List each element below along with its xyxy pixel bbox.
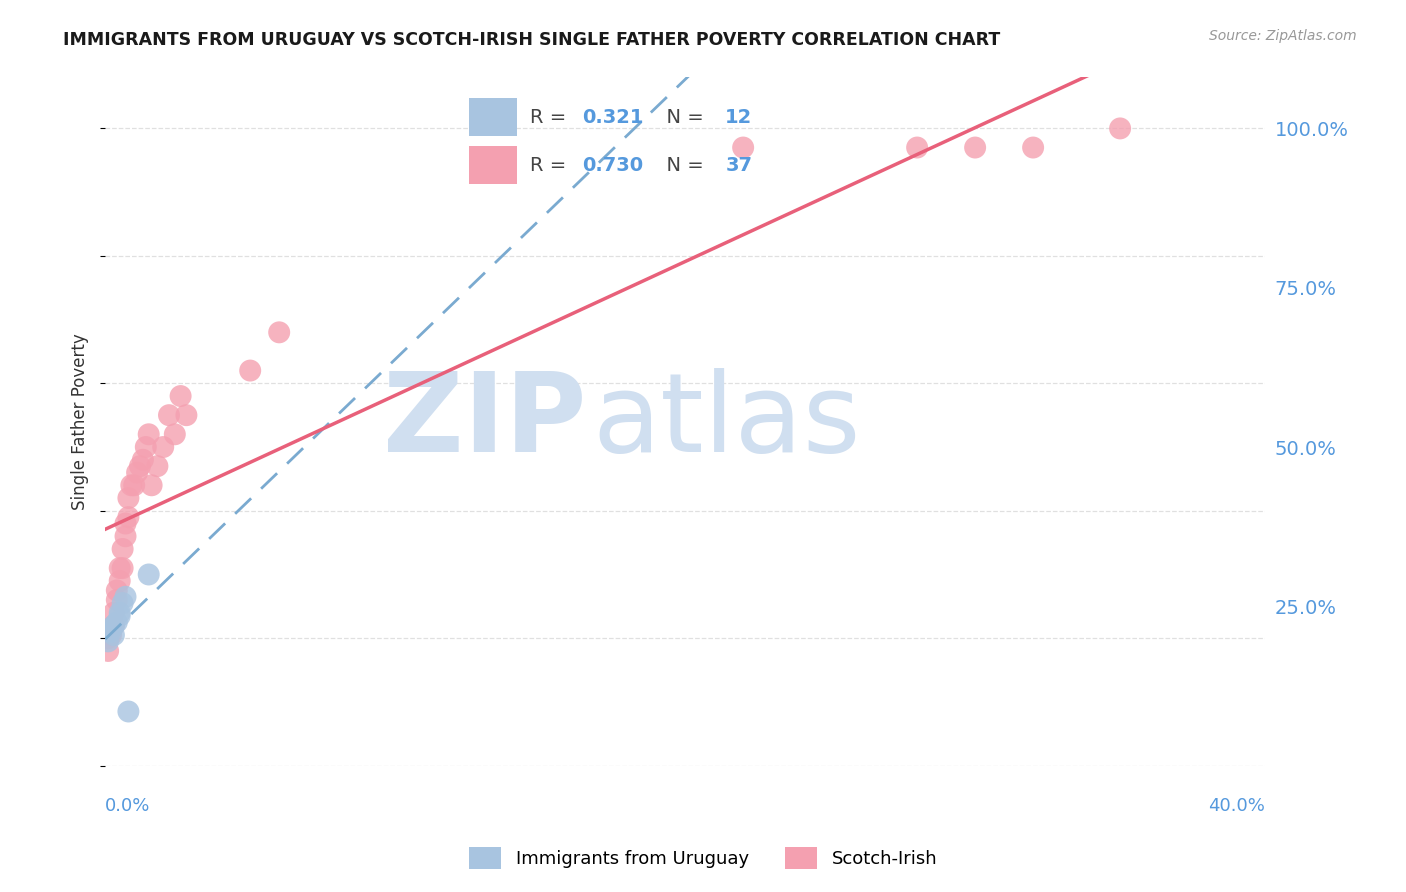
Point: [152, 440, 174, 454]
Point: [100, 628, 122, 642]
Text: IMMIGRANTS FROM URUGUAY VS SCOTCH-IRISH SINGLE FATHER POVERTY CORRELATION CHART: IMMIGRANTS FROM URUGUAY VS SCOTCH-IRISH …: [63, 31, 1001, 49]
Point: [114, 516, 136, 531]
Point: [103, 628, 125, 642]
Point: [103, 606, 125, 620]
Text: 40.0%: 40.0%: [1208, 797, 1265, 814]
Text: 0.0%: 0.0%: [105, 797, 150, 814]
Point: [105, 583, 128, 598]
Point: [114, 529, 136, 543]
Point: [157, 408, 180, 422]
Point: [965, 140, 987, 154]
Point: [138, 427, 160, 442]
Point: [163, 427, 186, 442]
Point: [108, 608, 131, 623]
Point: [97, 644, 120, 658]
Point: [108, 574, 131, 588]
Point: [114, 590, 136, 604]
Point: [1022, 140, 1045, 154]
Text: atlas: atlas: [592, 368, 860, 475]
Point: [97, 631, 120, 645]
Point: [135, 440, 157, 454]
Point: [169, 389, 191, 403]
Point: [111, 561, 134, 575]
Point: [905, 140, 928, 154]
Point: [117, 491, 139, 505]
Point: [122, 478, 145, 492]
Point: [146, 459, 169, 474]
Point: [108, 606, 131, 620]
Point: [105, 593, 128, 607]
Point: [105, 615, 128, 630]
Point: [176, 408, 198, 422]
Y-axis label: Single Father Poverty: Single Father Poverty: [72, 334, 89, 510]
Point: [97, 634, 120, 648]
Point: [733, 140, 755, 154]
Point: [111, 541, 134, 556]
Point: [100, 624, 122, 639]
Text: ZIP: ZIP: [384, 368, 586, 475]
Point: [127, 466, 149, 480]
Point: [111, 596, 134, 610]
Point: [100, 622, 122, 636]
Point: [100, 622, 122, 636]
Point: [117, 510, 139, 524]
Text: Source: ZipAtlas.com: Source: ZipAtlas.com: [1209, 29, 1357, 43]
Point: [108, 561, 131, 575]
Point: [103, 618, 125, 632]
Point: [269, 326, 291, 340]
Point: [132, 452, 155, 467]
Point: [117, 705, 139, 719]
Point: [1109, 121, 1132, 136]
Point: [138, 567, 160, 582]
Legend: Immigrants from Uruguay, Scotch-Irish: Immigrants from Uruguay, Scotch-Irish: [461, 839, 945, 876]
Point: [103, 618, 125, 632]
Point: [120, 478, 142, 492]
Point: [239, 363, 262, 377]
Point: [129, 459, 152, 474]
Point: [141, 478, 163, 492]
